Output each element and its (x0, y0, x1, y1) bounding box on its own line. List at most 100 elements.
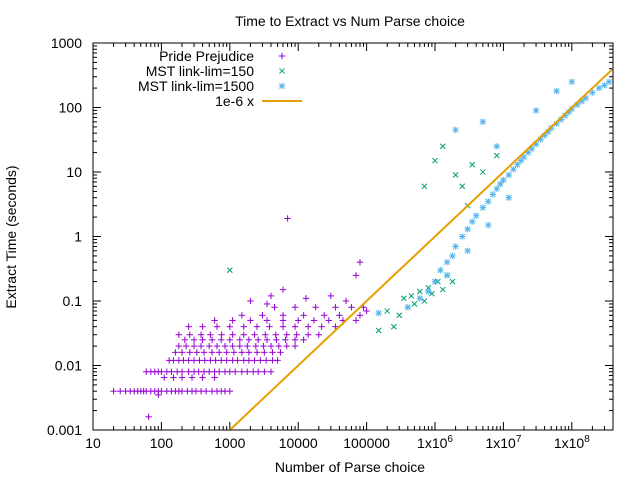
data-point (315, 331, 322, 338)
plot-area (110, 67, 614, 431)
data-point (211, 317, 218, 324)
data-point (254, 336, 262, 344)
data-point (178, 349, 186, 356)
data-point (464, 247, 471, 255)
data-point (253, 349, 261, 356)
data-point (201, 357, 208, 364)
data-point (110, 387, 117, 395)
data-point (168, 368, 175, 375)
data-point (375, 309, 382, 317)
data-point (274, 357, 281, 364)
data-point (262, 331, 269, 338)
data-point (207, 331, 214, 338)
data-point (384, 308, 391, 314)
data-point (267, 292, 275, 300)
data-point (485, 221, 492, 229)
data-point (282, 336, 289, 344)
data-point (269, 349, 276, 356)
data-point (226, 368, 234, 375)
data-point (321, 312, 328, 319)
data-point (190, 342, 198, 350)
data-point (197, 331, 205, 338)
data-point (553, 87, 560, 95)
data-point (158, 387, 165, 395)
data-point (259, 312, 266, 319)
data-point (439, 286, 446, 293)
data-point (236, 336, 244, 344)
data-point (408, 292, 415, 299)
data-point (352, 272, 360, 279)
data-point (273, 336, 280, 344)
data-point (279, 323, 287, 330)
data-point (232, 368, 239, 375)
data-point (182, 342, 190, 350)
data-point (199, 336, 206, 344)
data-point (318, 323, 325, 330)
data-point (449, 278, 456, 285)
data-point (175, 342, 183, 350)
data-point (601, 82, 608, 89)
x-tick-label: 100000 (343, 435, 390, 451)
data-point (223, 349, 230, 356)
data-point (267, 368, 275, 375)
data-point (238, 349, 246, 356)
data-point (356, 312, 364, 319)
legend-label: MST link-lim=1500 (138, 78, 254, 94)
y-tick-label: 1000 (51, 35, 82, 51)
data-point (459, 183, 466, 190)
data-point (245, 336, 253, 344)
data-point (208, 349, 216, 356)
data-point (411, 301, 418, 307)
data-point (363, 307, 370, 315)
data-point (605, 78, 613, 86)
data-point (295, 317, 302, 324)
data-point (251, 357, 258, 364)
data-point (221, 342, 229, 350)
data-point (245, 357, 253, 364)
data-point (272, 331, 279, 338)
data-point (500, 176, 507, 184)
data-point (213, 342, 221, 350)
data-point (262, 357, 270, 364)
data-point (459, 233, 466, 240)
data-point (218, 357, 225, 364)
data-point (186, 331, 193, 338)
data-point (595, 84, 603, 92)
data-point (279, 286, 287, 293)
data-point (199, 374, 206, 381)
data-point (170, 357, 177, 364)
legend-label: Pride Prejudice (159, 48, 254, 64)
data-point (332, 304, 339, 311)
data-point (244, 368, 251, 375)
y-tick-label: 0.1 (63, 293, 83, 309)
data-point (145, 413, 152, 421)
data-point (425, 288, 432, 295)
data-point (229, 342, 236, 350)
data-point (178, 387, 186, 395)
data-point (452, 172, 459, 178)
data-point (251, 331, 258, 338)
data-point (212, 357, 219, 364)
data-point (277, 349, 284, 356)
data-point (266, 323, 273, 330)
data-point (493, 185, 500, 192)
data-point (375, 327, 382, 334)
data-point (443, 272, 451, 279)
data-point (291, 342, 299, 350)
data-point (185, 368, 192, 375)
data-point (416, 288, 423, 295)
data-point (252, 342, 260, 350)
data-point (310, 317, 318, 324)
data-point (279, 312, 287, 319)
data-point (312, 304, 319, 311)
x-tick-label: 1x106 (417, 434, 453, 451)
y-tick-label: 1 (74, 229, 82, 245)
data-point (261, 349, 268, 356)
data-point (206, 342, 213, 350)
data-point (305, 323, 312, 330)
data-point (186, 349, 193, 356)
data-point (226, 267, 233, 274)
series-0 (110, 215, 370, 421)
